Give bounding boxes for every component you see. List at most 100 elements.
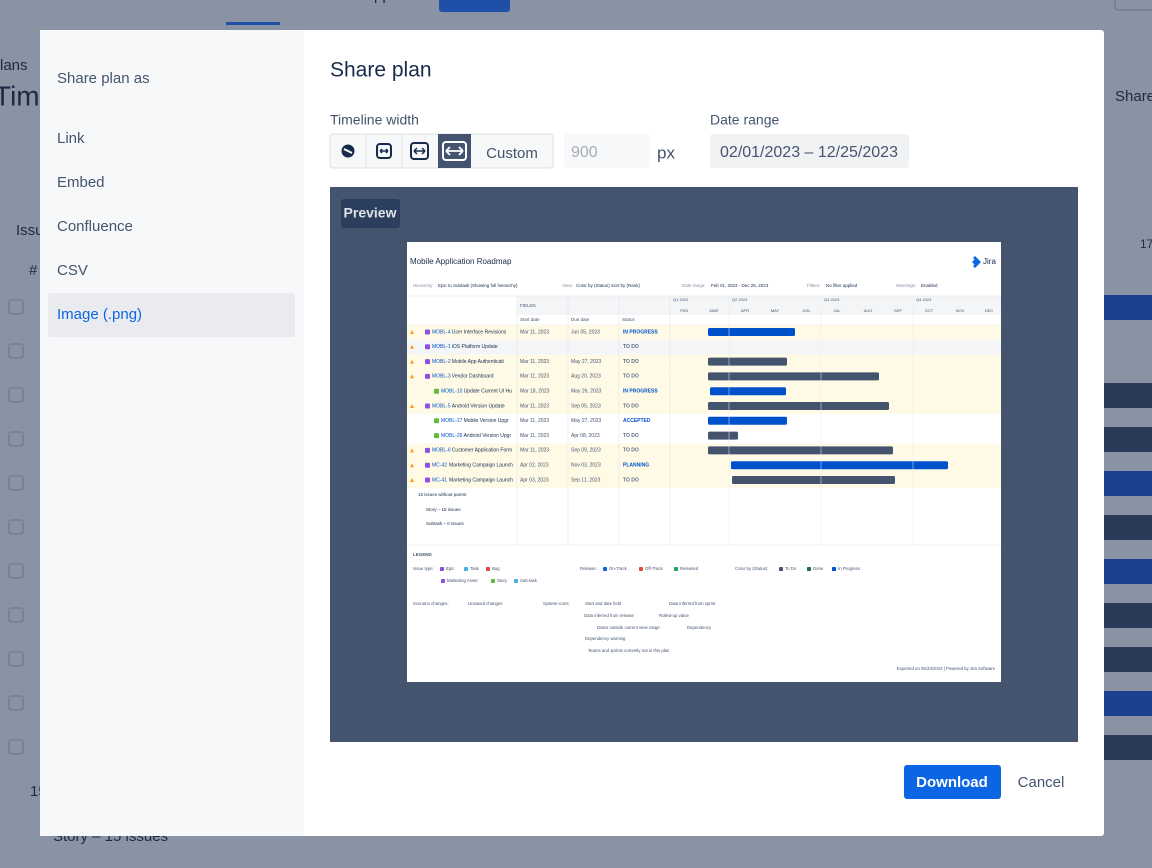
nav-item: Assets bbox=[299, 0, 344, 4]
preview-text: No filter applied bbox=[826, 283, 858, 288]
timeline-bar bbox=[708, 446, 893, 455]
download-button[interactable] bbox=[904, 765, 1001, 799]
status: TO DO bbox=[623, 433, 639, 439]
issue-summary: iOS Platform Update bbox=[452, 344, 498, 350]
status: TO DO bbox=[623, 359, 639, 365]
background-bar bbox=[1104, 515, 1152, 540]
custom-button[interactable]: Custom bbox=[486, 145, 538, 162]
status: IN PROGRESS bbox=[623, 329, 658, 335]
row-bg bbox=[407, 369, 1001, 385]
rank-icon bbox=[410, 330, 414, 334]
issue-key: MOBL-4 bbox=[432, 329, 451, 335]
label: Date range bbox=[710, 112, 779, 128]
legend-item: Rolled-up value bbox=[659, 613, 689, 618]
background-bar bbox=[1104, 603, 1152, 628]
issue-icon bbox=[425, 462, 430, 468]
background-bar bbox=[1104, 691, 1152, 716]
cancel-button[interactable]: Cancel bbox=[1018, 774, 1065, 791]
legend-item: Off-Track bbox=[645, 566, 664, 571]
background-bar bbox=[1104, 471, 1152, 496]
legend-item: Start and date field bbox=[585, 601, 622, 606]
due-date: May 26, 2023 bbox=[571, 389, 602, 395]
icon bbox=[376, 143, 392, 159]
preview-text: View: bbox=[562, 283, 573, 288]
issue-summary: Mobile App Authenticati bbox=[452, 359, 504, 365]
legend-swatch bbox=[639, 567, 643, 571]
sidebar-option[interactable]: Image (.png) bbox=[57, 306, 142, 323]
issue-icon bbox=[425, 477, 430, 483]
download-label: Download bbox=[916, 774, 988, 791]
sidebar-option[interactable]: Embed bbox=[57, 174, 105, 191]
legend-swatch bbox=[779, 567, 783, 571]
share: Share bbox=[1115, 88, 1152, 105]
background-checkbox bbox=[8, 387, 24, 403]
due-date: Sep 11, 2023 bbox=[571, 477, 601, 483]
jira-logo bbox=[972, 256, 981, 268]
preview-title: Mobile Application Roadmap bbox=[410, 257, 512, 266]
issue-key: MOBL-10 bbox=[441, 389, 463, 395]
preview-text: Enabled bbox=[921, 283, 938, 288]
nav-item: Dashboards bbox=[32, 0, 113, 4]
legend-item: In Progress bbox=[838, 566, 860, 571]
preview-text: OCT bbox=[925, 308, 934, 313]
create-button bbox=[439, 0, 510, 12]
preview-content: Mobile Application Roadmap Jira Hierarchy:… bbox=[407, 256, 1001, 671]
start-date: Mar 11, 2023 bbox=[520, 329, 549, 335]
sidebar-option[interactable]: Link bbox=[57, 130, 85, 147]
legend-swatch bbox=[603, 567, 607, 571]
legend-item: Dates outside current view range bbox=[597, 625, 660, 630]
icon bbox=[442, 141, 467, 161]
nav-indicator bbox=[226, 22, 280, 25]
corner-button bbox=[1114, 0, 1152, 11]
legend-item: Release: bbox=[580, 566, 597, 571]
preview-text: Start date bbox=[520, 317, 540, 322]
legend-swatch bbox=[674, 567, 678, 571]
nav-item: Teams bbox=[150, 0, 194, 4]
timeline-bar bbox=[710, 387, 786, 396]
legend-item: Data inferred from release bbox=[584, 613, 635, 618]
preview-text: Due date bbox=[571, 317, 590, 322]
preview-text: Q3 2023 bbox=[824, 297, 840, 302]
group-row: Subtask – 0 issues bbox=[426, 521, 465, 526]
preview-text: Epic to Subtask (Showing full hierarchy) bbox=[438, 283, 518, 288]
due-date: Aug 20, 2023 bbox=[571, 374, 601, 380]
issue-icon bbox=[425, 329, 430, 335]
preview-text: Q4 2023 bbox=[916, 297, 932, 302]
due-date: May 27, 2023 bbox=[571, 418, 602, 424]
legend-item: Marketing Asset bbox=[447, 578, 478, 583]
legend-item: Sub-task bbox=[520, 578, 538, 583]
sidebar-selected bbox=[48, 293, 295, 337]
issue-summary: Marketing Campaign Launch bbox=[449, 463, 513, 469]
issue-key: MOBL-3 bbox=[432, 374, 451, 380]
row-bg bbox=[407, 428, 1001, 444]
column-header: # bbox=[29, 262, 38, 279]
sidebar-option[interactable]: Confluence bbox=[57, 218, 133, 235]
date-range-input[interactable] bbox=[710, 134, 909, 168]
count: 17 bbox=[1140, 237, 1152, 251]
issue-key: MOBL-1 bbox=[432, 344, 451, 350]
background-checkbox bbox=[8, 519, 24, 535]
legend-swatch bbox=[832, 567, 836, 571]
date-range-value: 02/01/2023 – 12/25/2023 bbox=[720, 144, 898, 161]
background-checkbox bbox=[8, 563, 24, 579]
preview-text: FEB bbox=[680, 308, 688, 313]
background-bar bbox=[1104, 383, 1152, 408]
sidebar-option[interactable]: CSV bbox=[57, 262, 88, 279]
legend-item: System icons: bbox=[543, 601, 570, 606]
background-checkbox bbox=[8, 475, 24, 491]
label: Timeline width bbox=[330, 112, 419, 128]
start-date: Apr 03, 2023 bbox=[520, 477, 549, 483]
legend-item: Teams and sprints currently not in this … bbox=[588, 648, 670, 653]
row-bg bbox=[407, 339, 1001, 355]
issue-icon bbox=[434, 388, 439, 394]
rank-icon bbox=[410, 404, 414, 408]
issue-summary: Customer Application Form bbox=[452, 448, 512, 454]
width-input[interactable] bbox=[564, 134, 650, 168]
rank-icon bbox=[410, 344, 414, 349]
legend-item: Bug bbox=[492, 566, 500, 571]
start-date: Mar 11, 2023 bbox=[520, 433, 549, 439]
rank-icon bbox=[410, 463, 414, 468]
preview-text: Hierarchy: bbox=[413, 283, 434, 288]
start-date: Mar 11, 2023 bbox=[520, 448, 549, 454]
